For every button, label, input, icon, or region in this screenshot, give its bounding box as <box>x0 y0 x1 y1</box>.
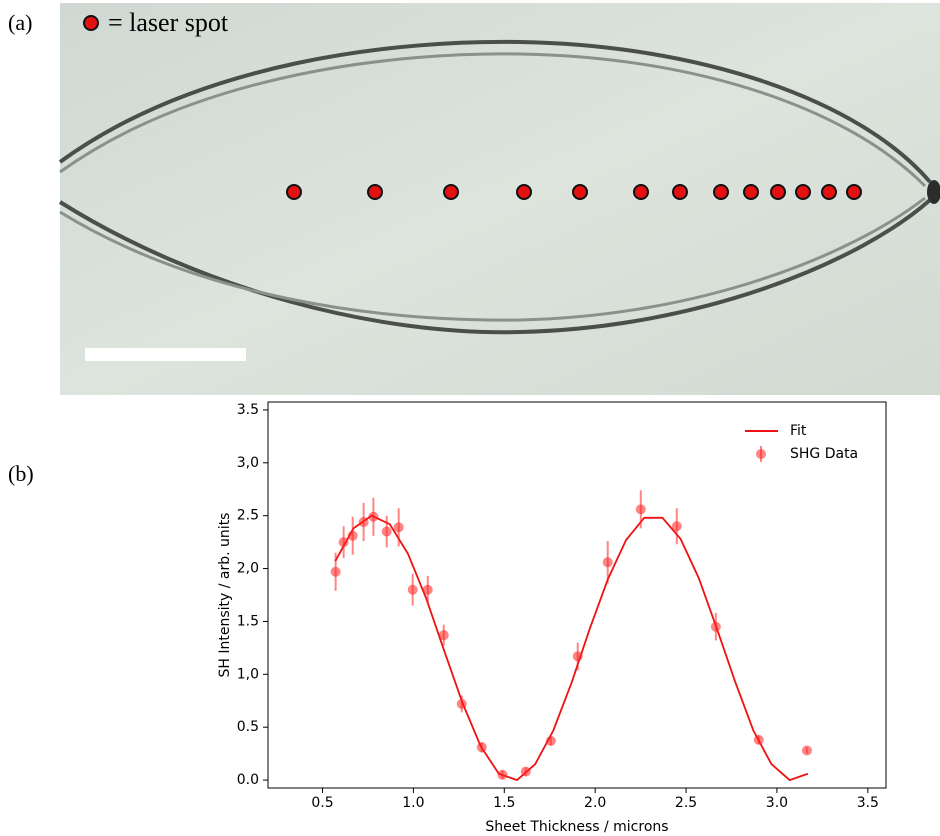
x-tick-label: 1.5 <box>493 795 515 811</box>
scale-bar <box>85 348 246 361</box>
data-point <box>381 526 392 537</box>
data-point <box>671 521 682 532</box>
data-point <box>407 584 418 595</box>
laser-spot <box>846 184 862 200</box>
y-tick-label: 2.5 <box>237 508 259 524</box>
data-point <box>710 621 721 632</box>
laser-spot <box>633 184 649 200</box>
data-point <box>497 769 508 780</box>
laser-spot <box>770 184 786 200</box>
data-point <box>438 630 449 641</box>
data-point <box>545 735 556 746</box>
data-point <box>520 766 531 777</box>
laser-spot <box>713 184 729 200</box>
x-tick-label: 0.5 <box>311 795 333 811</box>
data-point <box>753 734 764 745</box>
y-tick-label: 1,0 <box>237 666 259 682</box>
photo: = laser spot <box>58 3 940 395</box>
outline-bottom-inner <box>59 196 926 322</box>
outline-bottom <box>58 198 932 335</box>
chart: 0.5 1.0 1.5 2.0 2.5 3.0 3.5 0.0 0.5 1,0 1.5 2,0 2.5 3… <box>217 401 887 835</box>
data-point <box>338 537 349 548</box>
data-point <box>368 511 379 522</box>
x-tick-label: 2.5 <box>675 795 697 811</box>
y-tick-label: 0.5 <box>237 719 259 735</box>
laser-spot <box>672 184 688 200</box>
data-point <box>635 504 646 515</box>
data-point <box>801 745 812 756</box>
laser-spot <box>572 184 588 200</box>
sheet-tip <box>927 180 940 204</box>
sheet-outline <box>58 39 932 335</box>
x-tick-label: 1.0 <box>402 795 424 811</box>
data-point <box>572 651 583 662</box>
laser-spot <box>367 184 383 200</box>
panel-label: (b) <box>8 461 34 486</box>
laser-spot <box>443 184 459 200</box>
laser-spot <box>821 184 837 200</box>
y-tick-label: 3.5 <box>237 402 259 418</box>
legend-text: = laser spot <box>108 8 229 37</box>
y-tick-label: 1.5 <box>237 613 259 629</box>
fit-line <box>334 514 809 782</box>
x-tick-label: 2.0 <box>584 795 606 811</box>
y-tick-label: 3,0 <box>237 455 259 471</box>
y-axis-label: SH Intensity / arb. units <box>217 513 233 678</box>
laser-spot <box>516 184 532 200</box>
laser-spot <box>795 184 811 200</box>
outline-top-inner <box>59 52 927 188</box>
plot-frame <box>267 401 887 789</box>
data-point <box>330 566 341 577</box>
panel-label: (a) <box>8 10 32 35</box>
data-point <box>476 742 487 753</box>
legend-label: SHG Data <box>790 446 858 462</box>
legend-marker <box>756 449 766 459</box>
x-tick-label: 3.5 <box>857 795 879 811</box>
data-point <box>358 517 369 528</box>
data-point <box>393 522 404 533</box>
y-tick-label: 2,0 <box>237 561 259 577</box>
laser-spot <box>743 184 759 200</box>
data-point <box>456 698 467 709</box>
legend-spot <box>83 15 99 31</box>
legend-label: Fit <box>790 423 807 439</box>
x-tick-label: 3.0 <box>766 795 788 811</box>
y-tick-label: 0.0 <box>237 772 259 788</box>
data-point <box>422 584 433 595</box>
laser-spots <box>286 184 862 200</box>
data-point <box>347 530 358 541</box>
laser-spot <box>286 184 302 200</box>
x-axis-label: Sheet Thickness / microns <box>485 819 668 835</box>
data-point <box>602 557 613 568</box>
photo-background <box>60 3 940 395</box>
outline-top <box>58 39 932 184</box>
